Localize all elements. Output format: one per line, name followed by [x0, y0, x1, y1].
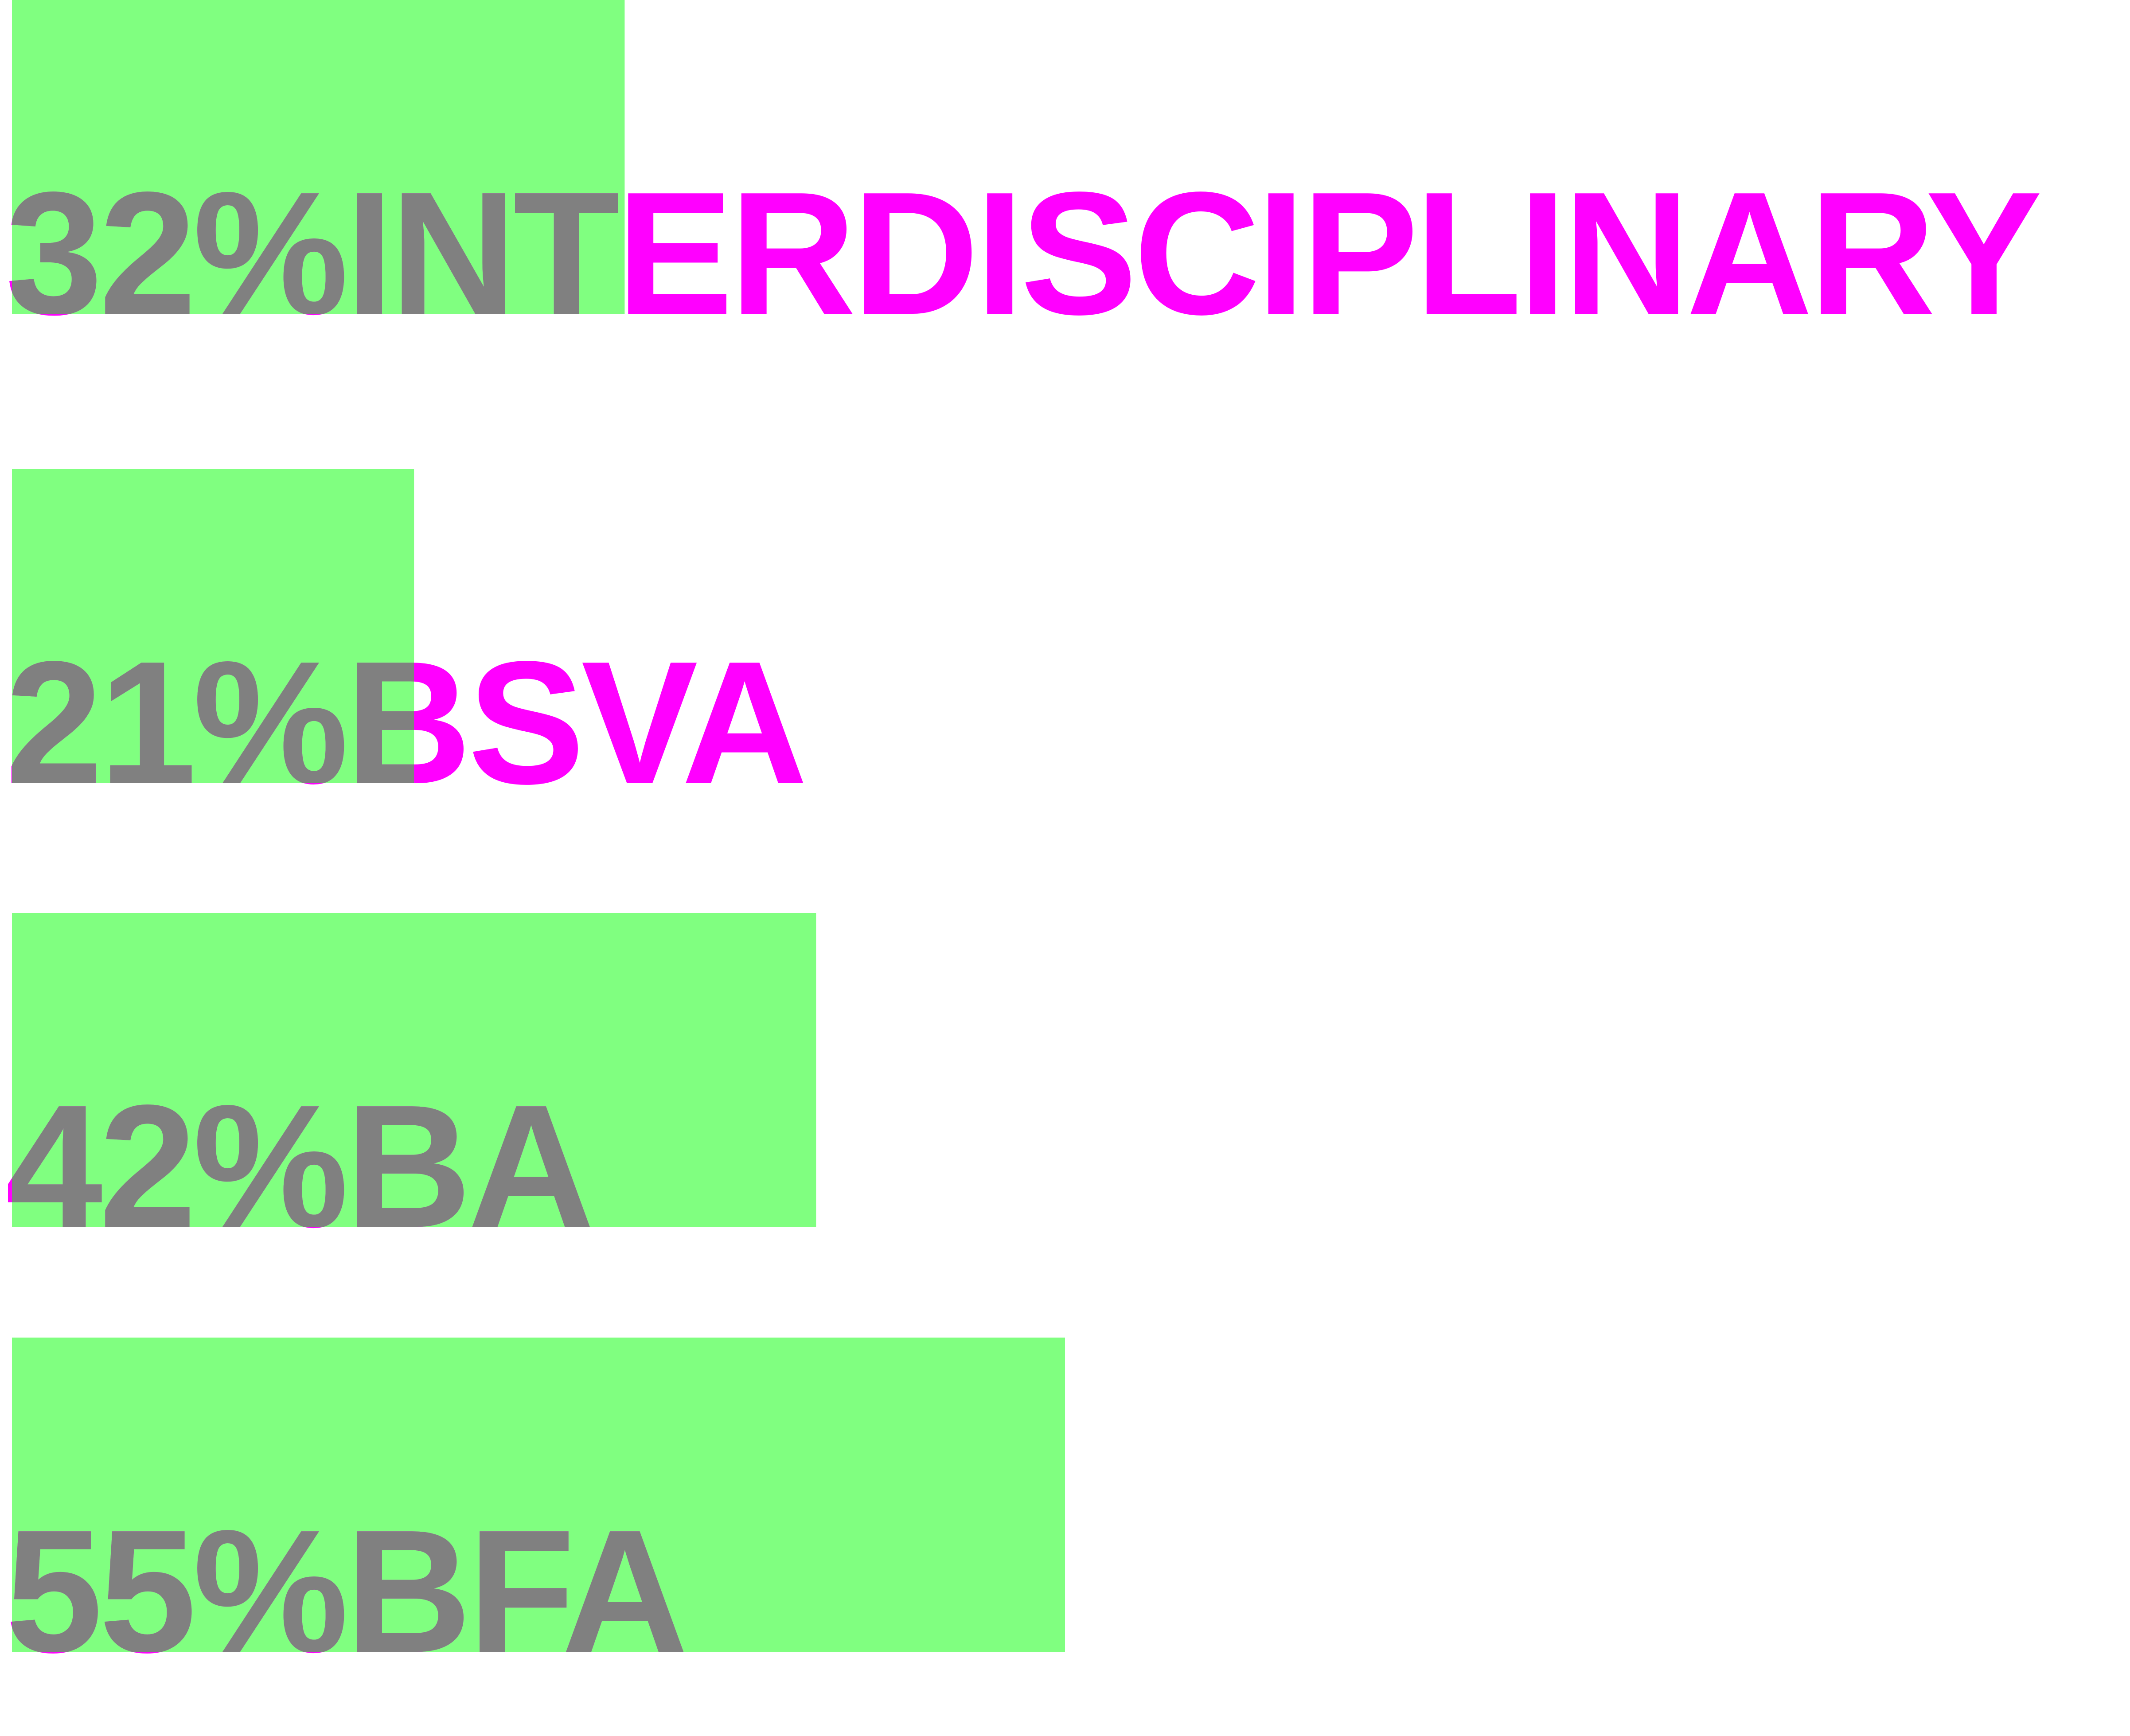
bar-interdisciplinary [12, 0, 625, 314]
bar-label-interdisciplinary: 32%INTERDISCIPLINARY [5, 155, 2040, 351]
value-label-bfa-over-bar: 55% [5, 1493, 346, 1689]
category-label-interdisciplinary: INTERDISCIPLINARY [345, 155, 2040, 351]
bar-label-interdisciplinary-over-bar: 32%INTERDISCIPLINARY [5, 155, 2040, 351]
category-label-ba: BA [345, 1068, 591, 1264]
bar-bsva [12, 469, 414, 783]
bar-label-bfa: 55%BFA [5, 1493, 685, 1689]
bar-label-bfa-over-bar: 55%BFA [5, 1493, 685, 1689]
value-label-bsva: 21% [5, 624, 346, 820]
bar-bfa [12, 1338, 1065, 1652]
category-label-interdisciplinary-over-bar: INTERDISCIPLINARY [345, 155, 2040, 351]
category-label-bfa-over-bar: BFA [345, 1493, 685, 1689]
bar-ba [12, 913, 816, 1227]
category-label-bsva-over-bar: BSVA [345, 624, 805, 820]
bars [12, 0, 1065, 1652]
labels-over-bars: 32%INTERDISCIPLINARY 21%BSVA 42%BA 55%BFA [5, 155, 2040, 1689]
value-label-interdisciplinary: 32% [5, 155, 346, 351]
category-label-ba-over-bar: BA [345, 1068, 591, 1264]
value-label-bsva-over-bar: 21% [5, 624, 346, 820]
value-label-bfa: 55% [5, 1493, 346, 1689]
bar-label-ba: 42%BA [5, 1068, 591, 1264]
labels: 32%INTERDISCIPLINARY 21%BSVA 42%BA 55%BFA [5, 155, 2044, 1689]
bar-label-ba-over-bar: 42%BA [5, 1068, 591, 1264]
category-label-bfa: BFA [345, 1493, 685, 1689]
bar-label-bsva: 21%BSVA [5, 624, 804, 820]
value-label-ba-over-bar: 42% [5, 1068, 346, 1264]
value-label-interdisciplinary-over-bar: 32% [5, 155, 346, 351]
bar-label-bsva-over-bar: 21%BSVA [5, 624, 804, 820]
category-label-bsva: BSVA [345, 624, 805, 820]
value-label-ba: 42% [5, 1068, 346, 1264]
